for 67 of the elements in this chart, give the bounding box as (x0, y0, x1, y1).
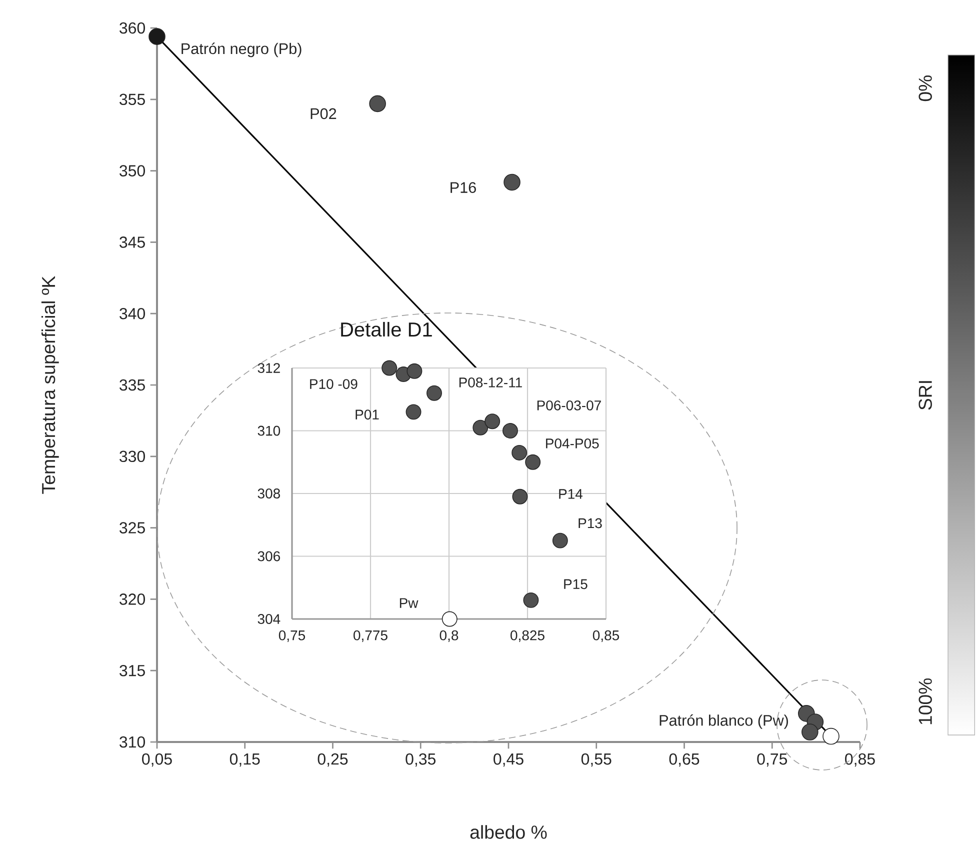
annotation: P16 (450, 182, 476, 193)
y-axis-title: Temperatura superficial ºK (41, 276, 59, 494)
x-tick-label: 0,15 (230, 753, 260, 767)
y-tick-label: 304 (258, 614, 280, 624)
x-tick-label: 0,75 (757, 753, 788, 767)
point (406, 404, 422, 420)
annotation: P06-03-07 (537, 400, 601, 410)
point (802, 724, 818, 740)
y-tick-label: 330 (120, 450, 145, 462)
annotation: P08-12-11 (459, 377, 522, 388)
x-tick-label: 0,85 (592, 630, 620, 642)
point (426, 385, 442, 401)
y-tick-label: 320 (120, 594, 145, 605)
annotation: Patrón blanco (Pw) (660, 714, 788, 729)
y-tick-label: 325 (120, 522, 145, 534)
annotation: P02 (310, 108, 336, 120)
point (822, 728, 840, 745)
point (406, 363, 422, 379)
annotation: P10 -09 (310, 379, 358, 389)
x-tick-label: 0,55 (581, 753, 612, 767)
x-tick-label: 0,8 (440, 630, 458, 642)
y-tick-label: 306 (258, 551, 280, 562)
y-tick-label: 360 (120, 22, 145, 34)
y-tick-label: 340 (120, 308, 145, 320)
annotation: P15 (564, 579, 588, 590)
annotation: P13 (578, 518, 602, 528)
point (369, 95, 386, 112)
point (442, 611, 458, 627)
color-bar-title: SRI (918, 381, 932, 410)
x-tick-label: 0,85 (845, 753, 875, 767)
point (552, 532, 568, 548)
y-tick-label: 310 (120, 736, 145, 748)
point (512, 444, 528, 460)
point (525, 454, 541, 470)
y-tick-label: 355 (120, 94, 145, 106)
annotation: P14 (559, 489, 582, 499)
point (504, 174, 520, 191)
x-tick-label: 0,25 (318, 753, 348, 767)
x-tick-label: 0,75 (278, 630, 306, 642)
annotation: P01 (356, 410, 379, 420)
x-tick-label: 0,775 (354, 630, 388, 642)
y-tick-label: 310 (258, 426, 280, 436)
x-tick-label: 0,825 (510, 630, 544, 642)
x-tick-label: 0,35 (406, 753, 436, 767)
x-tick-label: 0,45 (494, 753, 524, 767)
color-bar-label: 100% (918, 678, 932, 724)
y-tick-label: 350 (120, 165, 145, 176)
point (472, 420, 488, 436)
point (502, 423, 518, 438)
y-tick-label: 312 (258, 363, 280, 373)
x-tick-label: 0,65 (669, 753, 700, 767)
y-tick-label: 345 (120, 236, 145, 248)
point (148, 28, 166, 45)
annotation: P04-P05 (546, 438, 599, 448)
point (512, 488, 528, 504)
y-tick-label: 308 (258, 488, 280, 498)
annotation: Patrón negro (Pb) (182, 42, 302, 58)
point (523, 592, 539, 608)
annotation: Pw (400, 598, 418, 608)
x-axis-title: albedo % (470, 825, 547, 839)
y-tick-label: 315 (120, 664, 145, 676)
point (382, 360, 398, 376)
x-tick-label: 0,05 (142, 753, 172, 767)
point (484, 414, 500, 430)
y-tick-label: 335 (120, 379, 145, 391)
chart-title: Detalle D1 (341, 322, 432, 337)
color-bar-label: 0% (918, 76, 932, 102)
